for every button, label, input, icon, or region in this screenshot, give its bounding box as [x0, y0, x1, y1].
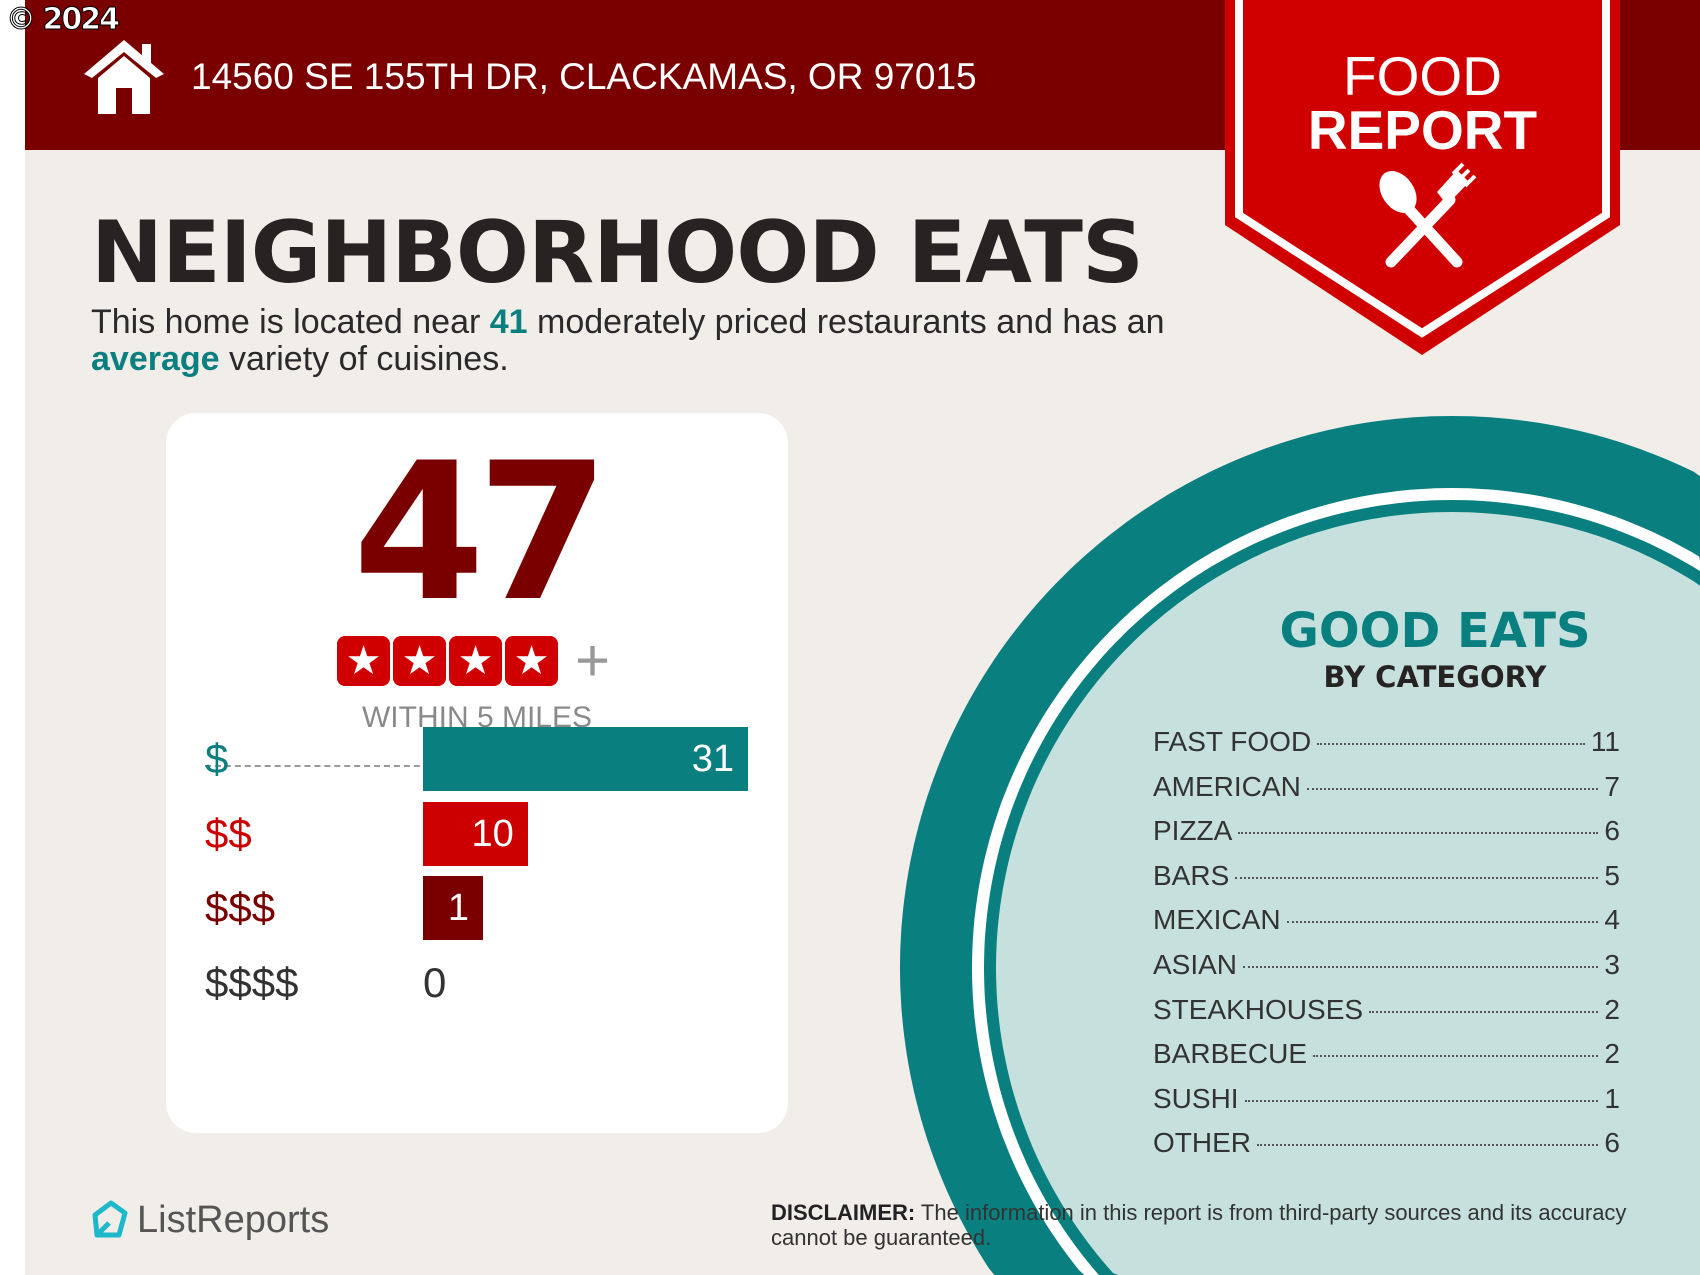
- dot-leader: [1306, 787, 1599, 790]
- category-item: FAST FOOD 11: [1153, 725, 1620, 770]
- logo-icon: [92, 1200, 128, 1238]
- dot-leader: [1235, 876, 1599, 879]
- category-name: SUSHI: [1153, 1082, 1239, 1114]
- category-list: FAST FOOD 11 AMERICAN 7 PIZZA 6 BARS 5 MEXICAN 4 A…: [1153, 725, 1620, 1171]
- category-count: 2: [1604, 993, 1620, 1025]
- badge-title-line2: REPORT: [1307, 99, 1538, 161]
- dot-leader: [1286, 921, 1599, 924]
- category-count: 4: [1604, 904, 1620, 936]
- property-address: 14560 SE 155TH DR, CLACKAMAS, OR 97015: [191, 56, 977, 97]
- star-rating: ★ ★ ★ ★ +: [337, 627, 611, 694]
- category-name: BARBECUE: [1153, 1038, 1308, 1070]
- utensils-icon: [1379, 162, 1477, 268]
- total-restaurants: 47: [352, 422, 609, 643]
- price-bar: 1: [423, 876, 483, 940]
- category-name: PIZZA: [1153, 815, 1233, 847]
- price-tier-label: $$: [205, 809, 252, 857]
- summary-text: This home is located near 41 moderately …: [91, 303, 1165, 378]
- category-count: 7: [1604, 770, 1620, 802]
- copyright-watermark: © 2024: [6, 2, 121, 37]
- category-count: 6: [1604, 815, 1620, 847]
- category-count: 3: [1604, 948, 1620, 980]
- category-name: ASIAN: [1153, 948, 1238, 980]
- badge-title-line1: FOOD: [1343, 45, 1502, 107]
- price-row: $$ 10: [205, 801, 765, 866]
- star-icon: ★: [449, 636, 502, 686]
- dot-leader: [1243, 965, 1599, 968]
- categories-subtitle: BY CATEGORY: [1323, 660, 1547, 694]
- category-count: 2: [1604, 1038, 1620, 1070]
- house-icon: [84, 40, 164, 114]
- restaurant-count: 41: [489, 303, 528, 341]
- dot-leader: [1238, 832, 1599, 835]
- page-title: NEIGHBORHOOD EATS: [91, 203, 1144, 303]
- disclaimer: DISCLAIMER: The information in this repo…: [771, 1200, 1627, 1250]
- plus-icon: +: [575, 627, 611, 694]
- category-item: BARS 5: [1153, 859, 1620, 904]
- price-tier-label: $$$$: [205, 958, 299, 1006]
- category-item: SUSHI 1: [1153, 1082, 1620, 1127]
- category-item: AMERICAN 7: [1153, 770, 1620, 815]
- food-report-page: 14560 SE 155TH DR, CLACKAMAS, OR 97015 F…: [25, 0, 1700, 1275]
- category-item: STEAKHOUSES 2: [1153, 993, 1620, 1038]
- category-count: 11: [1590, 726, 1620, 757]
- category-count: 5: [1604, 859, 1620, 891]
- price-row: $$$$ 0: [205, 951, 765, 1015]
- category-name: AMERICAN: [1153, 770, 1301, 802]
- dot-leader: [1369, 1010, 1599, 1013]
- category-item: MEXICAN 4: [1153, 903, 1620, 948]
- dot-leader: [1313, 1055, 1599, 1058]
- dot-leader: [1244, 1099, 1599, 1102]
- price-value: 0: [423, 958, 447, 1006]
- variety-rating: average: [91, 340, 220, 378]
- category-count: 6: [1604, 1127, 1620, 1159]
- price-row: $$$ 1: [205, 876, 765, 940]
- category-item: PIZZA 6: [1153, 814, 1620, 859]
- categories-title: GOOD EATS: [1279, 603, 1591, 659]
- dot-leader: [1257, 1144, 1599, 1147]
- category-name: STEAKHOUSES: [1153, 993, 1364, 1025]
- restaurant-summary-card: 47 ★ ★ ★ ★ + WITHIN 5 MILES $31 $$ 10 $$$ 1 $$$$ 0: [166, 413, 788, 1133]
- plate-circle: [900, 416, 1700, 1275]
- price-tier-label: $$$: [205, 884, 276, 931]
- price-bar: 10: [423, 801, 528, 866]
- price-tier-label: $: [205, 735, 229, 782]
- category-name: BARS: [1153, 859, 1230, 891]
- category-name: FAST FOOD: [1153, 726, 1312, 757]
- dot-leader: [1317, 743, 1585, 745]
- star-icon: ★: [505, 636, 558, 686]
- plate-center: [996, 512, 1700, 1275]
- category-item: OTHER 6: [1153, 1126, 1620, 1171]
- star-icon: ★: [337, 636, 390, 686]
- category-item: ASIAN 3: [1153, 948, 1620, 993]
- category-name: MEXICAN: [1153, 904, 1281, 936]
- category-count: 1: [1604, 1082, 1620, 1114]
- food-report-badge: [1225, 0, 1620, 355]
- category-item: BARBECUE 2: [1153, 1037, 1620, 1082]
- star-icon: ★: [393, 636, 446, 686]
- listreports-logo: ListReports: [89, 1198, 329, 1242]
- category-name: OTHER: [1153, 1127, 1251, 1159]
- price-bar: 31: [423, 727, 748, 791]
- price-row: $31: [205, 727, 765, 791]
